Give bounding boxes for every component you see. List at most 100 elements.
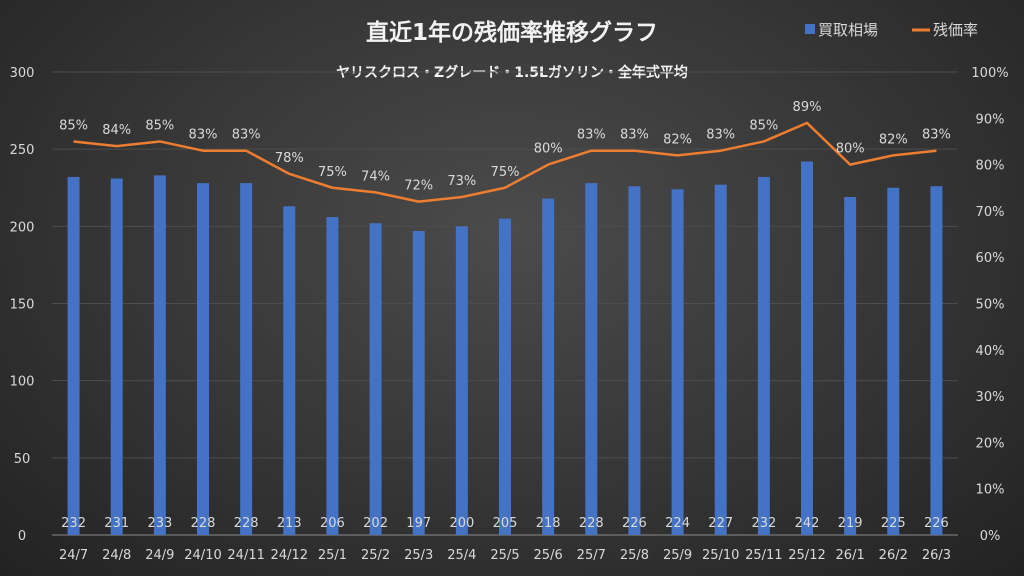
- x-tick-label: 25/10: [702, 548, 739, 563]
- line-data-label: 72%: [404, 179, 433, 194]
- bar-data-label: 242: [795, 516, 820, 531]
- bar: [499, 218, 511, 535]
- x-tick-label: 25/8: [620, 548, 649, 563]
- line-data-label: 83%: [620, 128, 649, 143]
- line-data-label: 83%: [577, 128, 606, 143]
- y-left-tick-label: 200: [10, 220, 35, 235]
- x-tick-label: 25/2: [361, 548, 390, 563]
- bar: [671, 189, 684, 535]
- line-data-label: 83%: [706, 128, 735, 143]
- bar-data-label: 197: [406, 516, 431, 531]
- line-data-label: 78%: [275, 151, 304, 166]
- bar: [757, 176, 770, 536]
- bar: [197, 183, 209, 535]
- y-left-tick-label: 150: [10, 298, 35, 313]
- line-data-label: 75%: [318, 165, 347, 180]
- bar: [240, 183, 253, 535]
- bar: [67, 176, 80, 536]
- bar: [801, 161, 813, 535]
- legend-bar-swatch: [805, 24, 815, 34]
- line-data-label: 83%: [922, 128, 951, 143]
- line-series: [73, 121, 937, 203]
- bar-data-label: 231: [104, 516, 129, 531]
- x-tick-label: 25/7: [577, 548, 606, 563]
- bar: [110, 178, 123, 536]
- line-data-label: 85%: [749, 118, 778, 133]
- bar-data-label: 200: [449, 516, 474, 531]
- line-data-label: 80%: [836, 142, 865, 157]
- y-left-tick-label: 50: [14, 452, 31, 467]
- bar: [455, 226, 468, 536]
- x-tick-label: 26/2: [879, 548, 908, 563]
- x-tick-label: 24/8: [102, 548, 131, 563]
- y-right-tick-label: 80%: [976, 159, 1005, 174]
- bar: [585, 183, 598, 535]
- y-right-tick-label: 90%: [976, 112, 1005, 127]
- bar-data-label: 226: [622, 516, 647, 531]
- y-right-tick-label: 60%: [976, 251, 1005, 266]
- line-data-label: 82%: [879, 132, 908, 147]
- line-data-label: 85%: [145, 118, 174, 133]
- y-right-tick-label: 10%: [976, 483, 1005, 498]
- bar: [844, 197, 857, 535]
- chart-title: 直近1年の残価率推移グラフ: [366, 19, 658, 46]
- x-tick-label: 24/7: [59, 548, 88, 563]
- x-tick-label: 25/3: [404, 548, 433, 563]
- bar: [930, 186, 943, 535]
- y-right-tick-label: 70%: [976, 205, 1005, 220]
- x-tick-label: 25/6: [534, 548, 563, 563]
- y-right-tick-label: 20%: [976, 436, 1005, 451]
- bar-data-label: 232: [61, 516, 86, 531]
- line-data-label: 85%: [59, 118, 88, 133]
- bar-data-label: 226: [924, 516, 949, 531]
- x-tick-label: 25/11: [745, 548, 782, 563]
- bar-data-label: 228: [191, 516, 216, 531]
- bar-data-label: 232: [751, 516, 776, 531]
- bar-data-label: 218: [536, 516, 561, 531]
- bar-data-label: 224: [665, 516, 690, 531]
- y-right-tick-label: 40%: [976, 344, 1005, 359]
- line-data-label: 82%: [663, 132, 692, 147]
- line-data-label: 74%: [361, 169, 390, 184]
- line-data-label: 75%: [491, 165, 520, 180]
- y-left-tick-label: 0: [18, 529, 26, 544]
- bar-data-label: 225: [881, 516, 906, 531]
- bar-data-label: 213: [277, 516, 302, 531]
- x-tick-label: 24/12: [271, 548, 308, 563]
- bar-data-label: 233: [147, 516, 172, 531]
- x-tick-label: 25/9: [663, 548, 692, 563]
- y-right-tick-label: 100%: [971, 66, 1008, 81]
- line-data-label: 80%: [534, 142, 563, 157]
- bar-data-label: 206: [320, 516, 345, 531]
- y-left-tick-label: 100: [10, 375, 35, 390]
- bar: [153, 175, 166, 536]
- x-tick-label: 24/9: [145, 548, 174, 563]
- line-data-label: 83%: [232, 128, 261, 143]
- legend: 買取相場 残価率: [805, 21, 978, 39]
- line-data-label: 73%: [447, 174, 476, 189]
- bar-data-label: 228: [234, 516, 259, 531]
- y-right-tick-label: 0%: [980, 529, 1001, 544]
- line-data-label: 84%: [102, 123, 131, 138]
- x-tick-label: 25/12: [788, 548, 825, 563]
- x-tick-label: 24/11: [227, 548, 264, 563]
- bar: [714, 184, 727, 535]
- bar-data-label: 202: [363, 516, 388, 531]
- legend-line-label: 残価率: [933, 21, 978, 39]
- legend-bar-label: 買取相場: [818, 21, 878, 39]
- x-tick-label: 26/3: [922, 548, 951, 563]
- x-tick-label: 25/4: [447, 548, 476, 563]
- x-tick-label: 26/1: [836, 548, 865, 563]
- bar: [887, 187, 900, 535]
- x-tick-label: 25/1: [318, 548, 347, 563]
- x-tick-label: 25/5: [490, 548, 519, 563]
- bar-data-label: 228: [579, 516, 604, 531]
- y-right-tick-label: 30%: [976, 390, 1005, 405]
- bar-data-label: 219: [838, 516, 863, 531]
- bar: [412, 230, 425, 536]
- y-left-tick-label: 300: [10, 66, 35, 81]
- x-tick-label: 24/10: [184, 548, 221, 563]
- bar-data-label: 227: [708, 516, 733, 531]
- bar: [326, 217, 339, 535]
